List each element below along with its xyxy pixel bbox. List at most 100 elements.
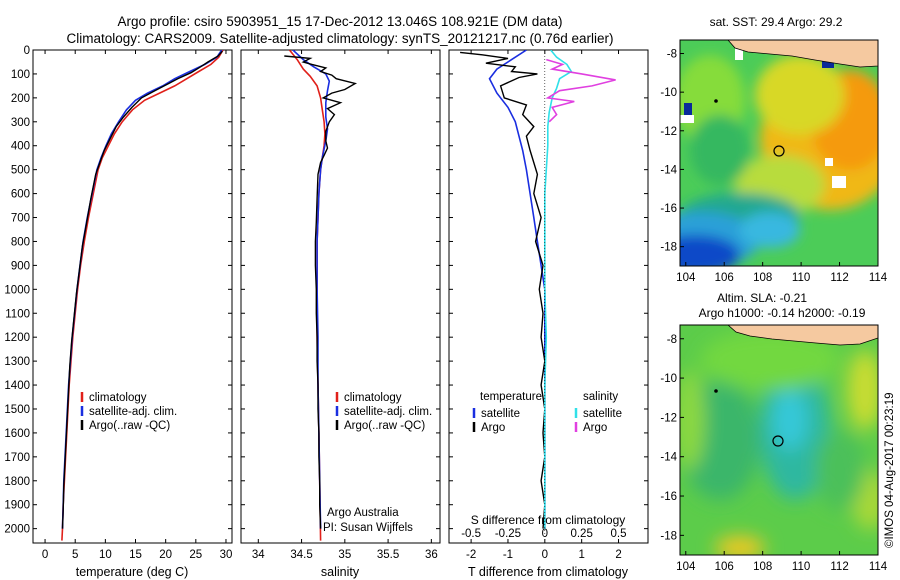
lon-tick-label: 108	[753, 561, 772, 573]
salinity-xlabel: salinity	[321, 565, 360, 579]
imos-credit: ©IMOS 04-Aug-2017 00:23:19	[884, 392, 896, 548]
legend-label: Argo	[583, 422, 607, 434]
depth-tick-label: 1400	[4, 380, 30, 392]
legend-title-salinity: salinity	[583, 391, 618, 403]
lat-tick-label: -16	[660, 491, 677, 503]
lat-tick-label: -12	[660, 412, 677, 424]
x-tick-label: 20	[159, 549, 172, 561]
x-tick-label: 35.5	[377, 549, 399, 561]
depth-tick-label: 1900	[4, 500, 30, 512]
temperature-axes-frame	[32, 49, 233, 544]
lon-tick-label: 114	[869, 561, 888, 573]
legend-label: satellite-adj. clim.	[89, 406, 177, 418]
difference-depth-ticks	[449, 49, 648, 530]
series-line-argo-raw-qc-	[61, 50, 223, 529]
x-tick-label: 5	[72, 549, 78, 561]
salinity-x-axis: 34 34.5 35 35.5 36	[252, 50, 438, 561]
x-tick-label: 25	[189, 549, 202, 561]
depth-tick-label: 1600	[4, 428, 30, 440]
difference-legend: temperature salinity satellite Argo satellit…	[472, 391, 622, 434]
argo-position-marker-sla	[772, 435, 784, 447]
legend-label: climatology	[89, 392, 147, 404]
lon-tick-label: 104	[676, 272, 696, 284]
temperature-xlabel: temperature (deg C)	[76, 565, 189, 579]
series-line-argo-raw-qc-	[284, 55, 358, 529]
x-tick-label: 0	[542, 549, 548, 561]
lat-tick-label: -14	[660, 164, 677, 176]
lat-tick-label: -10	[660, 87, 677, 99]
difference-lines	[460, 50, 616, 543]
difference-xlabel-top: S difference from climatology	[471, 513, 626, 527]
float-info-line1: Argo Australia	[327, 507, 399, 519]
s-diff-tick-label: 0.5	[611, 528, 627, 540]
depth-axis: 0 100 200 300 400 500 600 700 800 900 1000 1100 1200…	[4, 45, 232, 536]
difference-x-axis: -2 -1 0 1 2-0.5 -0.25 0 0.25 0.5	[461, 50, 627, 561]
java-coastline-sst	[727, 40, 878, 68]
lat-tick-label: -12	[660, 126, 677, 138]
lon-tick-label: 112	[830, 561, 848, 573]
argo-position-marker-sst	[773, 145, 785, 157]
legend-label: Argo(..raw -QC)	[344, 420, 425, 432]
legend-label: climatology	[344, 392, 402, 404]
figure-title-line2: Climatology: CARS2009. Satellite-adjuste…	[66, 31, 613, 46]
x-tick-label: 2	[615, 549, 621, 561]
depth-tick-label: 1700	[4, 452, 30, 464]
s-diff-tick-label: 0.25	[570, 528, 592, 540]
lat-tick-label: -14	[660, 452, 677, 464]
lon-tick-label: 108	[753, 272, 772, 284]
lat-tick-label: -10	[660, 373, 677, 385]
s-diff-tick-label: -0.5	[461, 528, 481, 540]
sst-map: sat. SST: 29.4 Argo: 29.2	[660, 15, 887, 284]
series-line-s-argo	[545, 58, 616, 123]
temperature-lines	[61, 50, 224, 541]
float-info-line2: PI: Susan Wijffels	[323, 522, 413, 534]
lat-tick-label: -18	[660, 242, 677, 254]
depth-tick-label: 500	[11, 165, 30, 177]
lon-tick-label: 110	[792, 561, 810, 573]
legend-label: satellite-adj. clim.	[344, 406, 432, 418]
sla-map-title-line1: Altim. SLA: -0.21	[717, 291, 807, 305]
sla-map-title-line2: Argo h1000: -0.14 h2000: -0.19	[699, 306, 866, 320]
x-tick-label: 15	[129, 549, 142, 561]
depth-tick-label: 800	[11, 236, 30, 248]
temperature-legend: climatology satellite-adj. clim. Argo(..ra…	[80, 392, 177, 432]
sst-map-field	[680, 40, 878, 266]
depth-tick-label: 100	[11, 69, 30, 81]
depth-tick-label: 1500	[4, 404, 30, 416]
figure-title-line1: Argo profile: csiro 5903951_15 17-Dec-20…	[117, 14, 562, 29]
sla-map: Altim. SLA: -0.21 Argo h1000: -0.14 h200…	[660, 291, 887, 573]
salinity-axes-frame	[240, 49, 441, 544]
x-tick-label: 35	[338, 549, 351, 561]
lon-tick-label: 106	[715, 561, 734, 573]
lon-tick-label: 114	[869, 272, 888, 284]
legend-label: satellite	[583, 408, 622, 420]
depth-tick-label: 400	[11, 141, 30, 153]
x-tick-label: 36	[425, 549, 438, 561]
sst-map-axes: 104 106 108 110 112 114 -8 -10 -12 -14 -16 -18	[660, 49, 887, 284]
x-tick-label: 10	[99, 549, 112, 561]
difference-xlabel: T difference from climatology	[468, 565, 629, 579]
depth-tick-label: 300	[11, 117, 30, 129]
depth-tick-label: 1100	[5, 308, 30, 320]
java-coastline-sla	[727, 325, 878, 346]
depth-tick-label: 1800	[4, 476, 30, 488]
legend-label: Argo(..raw -QC)	[89, 420, 170, 432]
lon-tick-label: 104	[676, 561, 696, 573]
lon-tick-label: 112	[830, 272, 848, 284]
x-tick-label: -1	[503, 549, 513, 561]
x-tick-label: 1	[578, 549, 584, 561]
lon-tick-label: 106	[715, 272, 734, 284]
depth-tick-label: 2000	[4, 524, 30, 536]
depth-tick-label: 700	[11, 213, 30, 225]
legend-label: Argo	[481, 422, 505, 434]
legend-label: satellite	[481, 408, 520, 420]
depth-tick-label: 1300	[4, 356, 30, 368]
difference-panel: -2 -1 0 1 2-0.5 -0.25 0 0.25 0.5 T difference fr…	[448, 49, 649, 579]
salinity-lines	[284, 50, 358, 541]
lat-tick-label: -16	[660, 203, 677, 215]
x-tick-label: 30	[220, 549, 233, 561]
sla-map-axes: 104 106 108 110 112 114 -8 -10 -12 -14 -16 -18	[660, 334, 887, 573]
x-tick-label: 0	[42, 549, 48, 561]
temperature-panel: 0100200300400500600700800900100011001200…	[4, 45, 233, 579]
